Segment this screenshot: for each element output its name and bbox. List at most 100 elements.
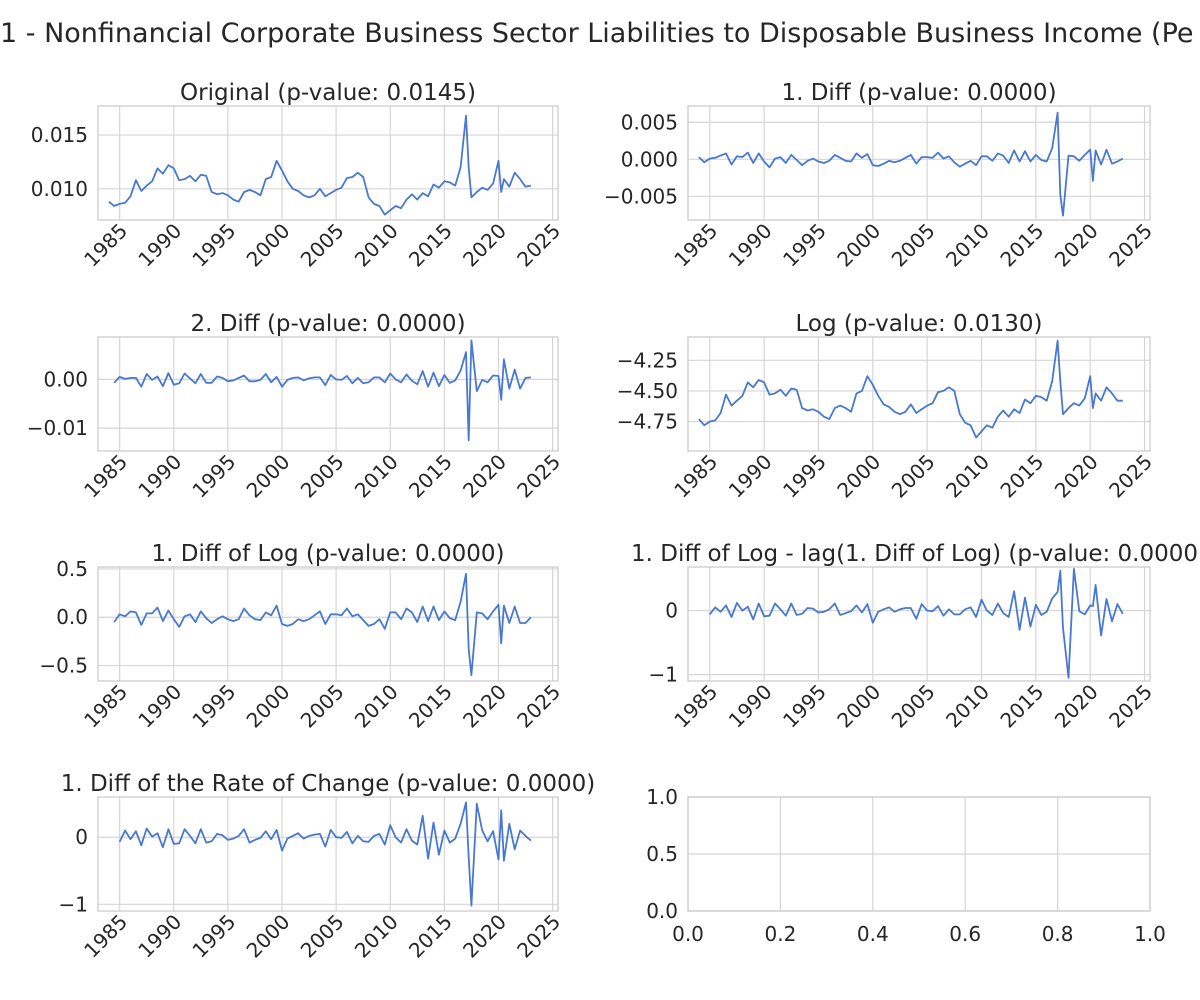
x-tick-label: 2000 (242, 450, 295, 503)
axes-frame (97, 336, 559, 452)
axes-frame (97, 566, 559, 682)
x-tick-label: 1995 (778, 450, 831, 503)
x-tick-label: 2020 (458, 910, 511, 963)
x-tick-label: 2000 (242, 680, 295, 733)
y-tick-label: 0.0 (56, 605, 88, 629)
x-tick-label: 1990 (724, 219, 777, 272)
x-tick-label: 2005 (296, 219, 349, 272)
x-tick-label: 2010 (941, 450, 994, 503)
subplot-title: Log (p-value: 0.0130) (796, 311, 1043, 337)
x-tick-label: 0.0 (672, 922, 704, 946)
x-tick-label: 2000 (242, 910, 295, 963)
x-tick-label: 2025 (512, 450, 565, 503)
y-tick-label: −1 (649, 663, 678, 687)
subplot-7: 1. Diff of the Rate of Change (p-value: … (59, 771, 596, 963)
y-tick-label: 0.010 (31, 177, 88, 201)
y-tick-label: 1.0 (646, 785, 678, 809)
x-tick-label: 2010 (350, 910, 403, 963)
x-tick-label: 2015 (404, 450, 457, 503)
subplot-4: Log (p-value: 0.0130) −4.75 −4.50 −4.25 1985… (617, 311, 1157, 503)
x-tick-label: 2010 (941, 680, 994, 733)
x-tick-label: 1985 (669, 680, 722, 733)
x-tick-label: 1990 (133, 219, 186, 272)
x-tick-label: 2000 (832, 450, 885, 503)
x-tick-label: 0.8 (1042, 922, 1074, 946)
x-tick-label: 0.6 (949, 922, 981, 946)
x-tick-label: 2005 (296, 450, 349, 503)
x-tick-label: 2015 (404, 680, 457, 733)
x-tick-label: 0.2 (764, 922, 796, 946)
x-tick-label: 1985 (669, 219, 722, 272)
x-tick-label: 1985 (79, 680, 132, 733)
y-tick-label: 0.5 (646, 842, 678, 866)
y-tick-label: −0.5 (39, 654, 88, 678)
x-tick-label: 1995 (187, 680, 240, 733)
subplot-8: 0.0 0.5 1.0 0.0 0.2 0.4 0.6 0.8 1.0 (646, 785, 1166, 946)
x-tick-label: 2015 (404, 219, 457, 272)
axes-frame (97, 796, 559, 912)
x-tick-label: 2010 (350, 219, 403, 272)
x-tick-label: 2025 (1104, 680, 1157, 733)
series-line (113, 339, 531, 442)
y-tick-label: 0.0 (646, 899, 678, 923)
x-tick-label: 1990 (724, 680, 777, 733)
x-tick-label: 2010 (350, 450, 403, 503)
series-line (698, 111, 1124, 217)
x-tick-label: 2010 (350, 680, 403, 733)
x-tick-label: 1995 (187, 219, 240, 272)
x-tick-label: 2005 (296, 910, 349, 963)
axes-frame (687, 796, 1151, 912)
axes-frame (97, 105, 559, 221)
x-tick-label: 2000 (242, 219, 295, 272)
series-line (698, 339, 1123, 439)
axes-frame (687, 566, 1151, 682)
x-tick-label: 2005 (887, 450, 940, 503)
x-tick-label: 2000 (832, 680, 885, 733)
x-tick-label: 1995 (778, 680, 831, 733)
subplot-title: 1. Diff of the Rate of Change (p-value: … (61, 771, 596, 797)
subplot-title: Original (p-value: 0.0145) (180, 80, 476, 106)
y-tick-label: 0.005 (621, 110, 678, 134)
figure-title: 1 - Nonfinancial Corporate Business Sect… (0, 18, 1194, 49)
subplot-title: 1. Diff of Log (p-value: 0.0000) (152, 541, 505, 567)
x-tick-label: 2020 (458, 450, 511, 503)
y-tick-label: 0.00 (43, 367, 88, 391)
x-tick-label: 2025 (512, 910, 565, 963)
series-line (108, 114, 532, 216)
x-tick-label: 2025 (1104, 450, 1157, 503)
x-tick-label: 2005 (296, 680, 349, 733)
x-tick-label: 2015 (995, 680, 1048, 733)
subplot-6: 1. Diff of Log - lag(1. Diff of Log) (p-… (631, 541, 1200, 733)
y-tick-label: 0.5 (56, 557, 88, 581)
y-tick-label: 0.000 (621, 147, 678, 171)
x-tick-label: 1985 (79, 219, 132, 272)
x-tick-label: 0.4 (857, 922, 889, 946)
subplot-title: 1. Diff (p-value: 0.0000) (781, 80, 1056, 106)
subplot-title: 1. Diff of Log - lag(1. Diff of Log) (p-… (631, 541, 1200, 567)
x-tick-label: 2000 (832, 219, 885, 272)
y-tick-label: 0 (75, 825, 88, 849)
x-tick-label: 1995 (187, 910, 240, 963)
x-tick-label: 2015 (995, 219, 1048, 272)
y-tick-label: −0.005 (604, 184, 678, 208)
x-tick-label: 2020 (1050, 680, 1103, 733)
x-tick-label: 1985 (669, 450, 722, 503)
axes-frame (687, 336, 1151, 452)
x-tick-label: 2005 (887, 680, 940, 733)
y-tick-label: −0.01 (27, 416, 88, 440)
x-tick-label: 2020 (458, 219, 511, 272)
x-tick-label: 2025 (512, 219, 565, 272)
subplot-1: Original (p-value: 0.0145) 0.010 0.015 1985… (31, 80, 565, 272)
x-tick-label: 2015 (404, 910, 457, 963)
y-tick-label: −4.75 (617, 410, 678, 434)
axes-frame (687, 105, 1151, 221)
x-tick-label: 2010 (941, 219, 994, 272)
series-line (113, 572, 532, 677)
subplot-5: 1. Diff of Log (p-value: 0.0000) −0.5 0.0 0… (39, 541, 565, 733)
x-tick-label: 1990 (724, 450, 777, 503)
x-tick-label: 1995 (187, 450, 240, 503)
subplot-title: 2. Diff (p-value: 0.0000) (190, 311, 465, 337)
x-tick-label: 1995 (778, 219, 831, 272)
